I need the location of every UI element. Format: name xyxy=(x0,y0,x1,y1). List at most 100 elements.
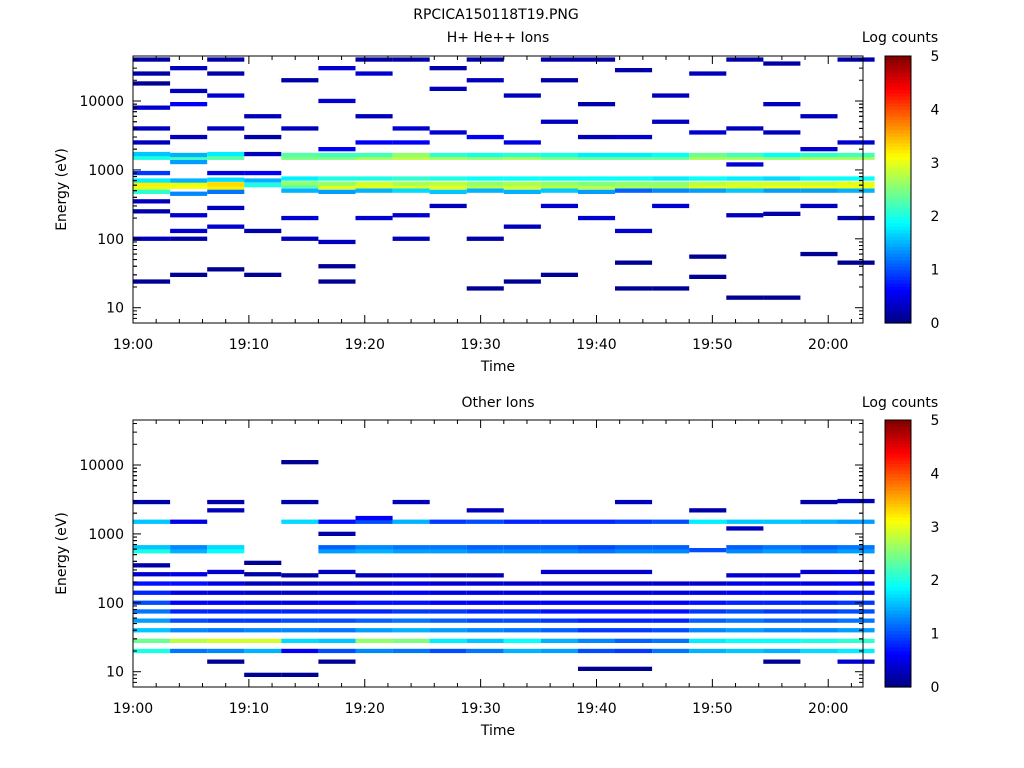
heatmap-cell xyxy=(466,590,504,595)
heatmap-cell xyxy=(800,618,838,623)
colorbar-swatch xyxy=(885,66,911,70)
heatmap-cell xyxy=(726,155,764,160)
heatmap-cell xyxy=(429,185,467,190)
heatmap-cell xyxy=(392,648,430,654)
x-tick-label: 19:20 xyxy=(345,701,385,717)
heatmap-cell xyxy=(355,188,393,193)
heatmap-cell xyxy=(355,519,393,524)
heatmap-cell xyxy=(392,549,430,554)
heatmap-cell xyxy=(281,126,319,131)
heatmap-cell xyxy=(281,590,319,595)
heatmap-cell xyxy=(578,152,616,158)
heatmap-cell xyxy=(540,272,578,277)
heatmap-cell xyxy=(318,147,356,152)
heatmap-cell xyxy=(689,130,727,135)
heatmap-cell xyxy=(503,600,541,605)
heatmap-cell xyxy=(392,519,430,524)
colorbar-swatch xyxy=(885,576,911,581)
colorbar-swatch xyxy=(885,152,911,157)
heatmap-cell xyxy=(615,499,653,505)
heatmap-cell xyxy=(540,545,578,550)
heatmap-cell xyxy=(355,648,393,654)
heatmap-cell xyxy=(244,178,282,183)
colorbar-swatch xyxy=(885,506,911,511)
heatmap-cell xyxy=(466,618,504,623)
heatmap-cell xyxy=(170,88,208,94)
colorbar-swatch xyxy=(885,86,911,90)
heatmap-cell xyxy=(689,508,727,513)
heatmap-cell xyxy=(503,628,541,633)
colorbar-swatch xyxy=(885,516,911,521)
heatmap-cells xyxy=(133,460,875,677)
heatmap-cell xyxy=(615,618,653,623)
heatmap-cell xyxy=(689,188,727,193)
heatmap-cell xyxy=(689,618,727,623)
heatmap-cell xyxy=(133,563,171,568)
heatmap-cell xyxy=(133,189,171,194)
heatmap-cell xyxy=(466,286,504,291)
colorbar-tick-label: 3 xyxy=(931,520,940,536)
heatmap-cell xyxy=(615,519,653,524)
heatmap-cell xyxy=(466,181,504,186)
heatmap-cell xyxy=(726,648,764,654)
heatmap-cell xyxy=(615,185,653,190)
heatmap-cell xyxy=(800,628,838,633)
panel-h-he-ions: 19:00 19:10 19:20 19:30 19:40 19:50 20:0010100… xyxy=(54,30,940,375)
heatmap-cell xyxy=(652,545,690,550)
heatmap-cell xyxy=(763,155,801,160)
heatmap-cell xyxy=(763,295,801,300)
heatmap-cell xyxy=(318,609,356,614)
colorbar-swatch xyxy=(885,182,911,187)
heatmap-cell xyxy=(281,638,319,643)
heatmap-cell xyxy=(355,545,393,550)
heatmap-cell xyxy=(429,648,467,654)
heatmap-cell xyxy=(466,134,504,140)
colorbar-swatch xyxy=(885,493,911,498)
heatmap-cell xyxy=(763,185,801,190)
colorbar-swatch xyxy=(885,139,911,144)
heatmap-cell xyxy=(578,102,616,107)
heatmap-cell xyxy=(540,628,578,633)
heatmap-cell xyxy=(837,638,875,643)
heatmap-cell xyxy=(540,519,578,524)
heatmap-cell xyxy=(763,176,801,181)
heatmap-cell xyxy=(244,618,282,623)
heatmap-cell xyxy=(318,185,356,190)
heatmap-cell xyxy=(652,152,690,158)
colorbar-swatch xyxy=(885,266,911,271)
heatmap-cell xyxy=(578,134,616,140)
heatmap-cell xyxy=(615,181,653,186)
heatmap-cell xyxy=(466,57,504,62)
heatmap-cell xyxy=(318,66,356,71)
heatmap-cell xyxy=(578,600,616,605)
heatmap-cell xyxy=(837,176,875,181)
heatmap-cell xyxy=(170,648,208,654)
colorbar-swatch xyxy=(885,646,911,651)
heatmap-cell xyxy=(281,600,319,605)
colorbar-swatch xyxy=(885,626,911,631)
heatmap-cell xyxy=(540,648,578,654)
colorbar-swatch xyxy=(885,202,911,207)
heatmap-cell xyxy=(466,545,504,550)
heatmap-cell xyxy=(837,181,875,186)
colorbar-swatch xyxy=(885,286,911,291)
heatmap-cell xyxy=(540,152,578,158)
colorbar-swatch xyxy=(885,666,911,671)
heatmap-cell xyxy=(578,545,616,550)
heatmap-cell xyxy=(615,638,653,643)
heatmap-cell xyxy=(392,213,430,218)
colorbar-swatch xyxy=(885,503,911,508)
heatmap-cell xyxy=(281,609,319,614)
heatmap-cell xyxy=(763,545,801,550)
heatmap-cell xyxy=(837,260,875,265)
heatmap-cell xyxy=(837,618,875,623)
heatmap-cell xyxy=(207,545,245,550)
heatmap-cell xyxy=(207,224,245,229)
heatmap-cell xyxy=(800,188,838,193)
heatmap-cell xyxy=(466,648,504,654)
heatmap-cell xyxy=(170,102,208,107)
heatmap-cell xyxy=(837,152,875,158)
heatmap-cell xyxy=(133,236,171,241)
heatmap-cell xyxy=(429,176,467,181)
heatmap-cell xyxy=(355,114,393,119)
